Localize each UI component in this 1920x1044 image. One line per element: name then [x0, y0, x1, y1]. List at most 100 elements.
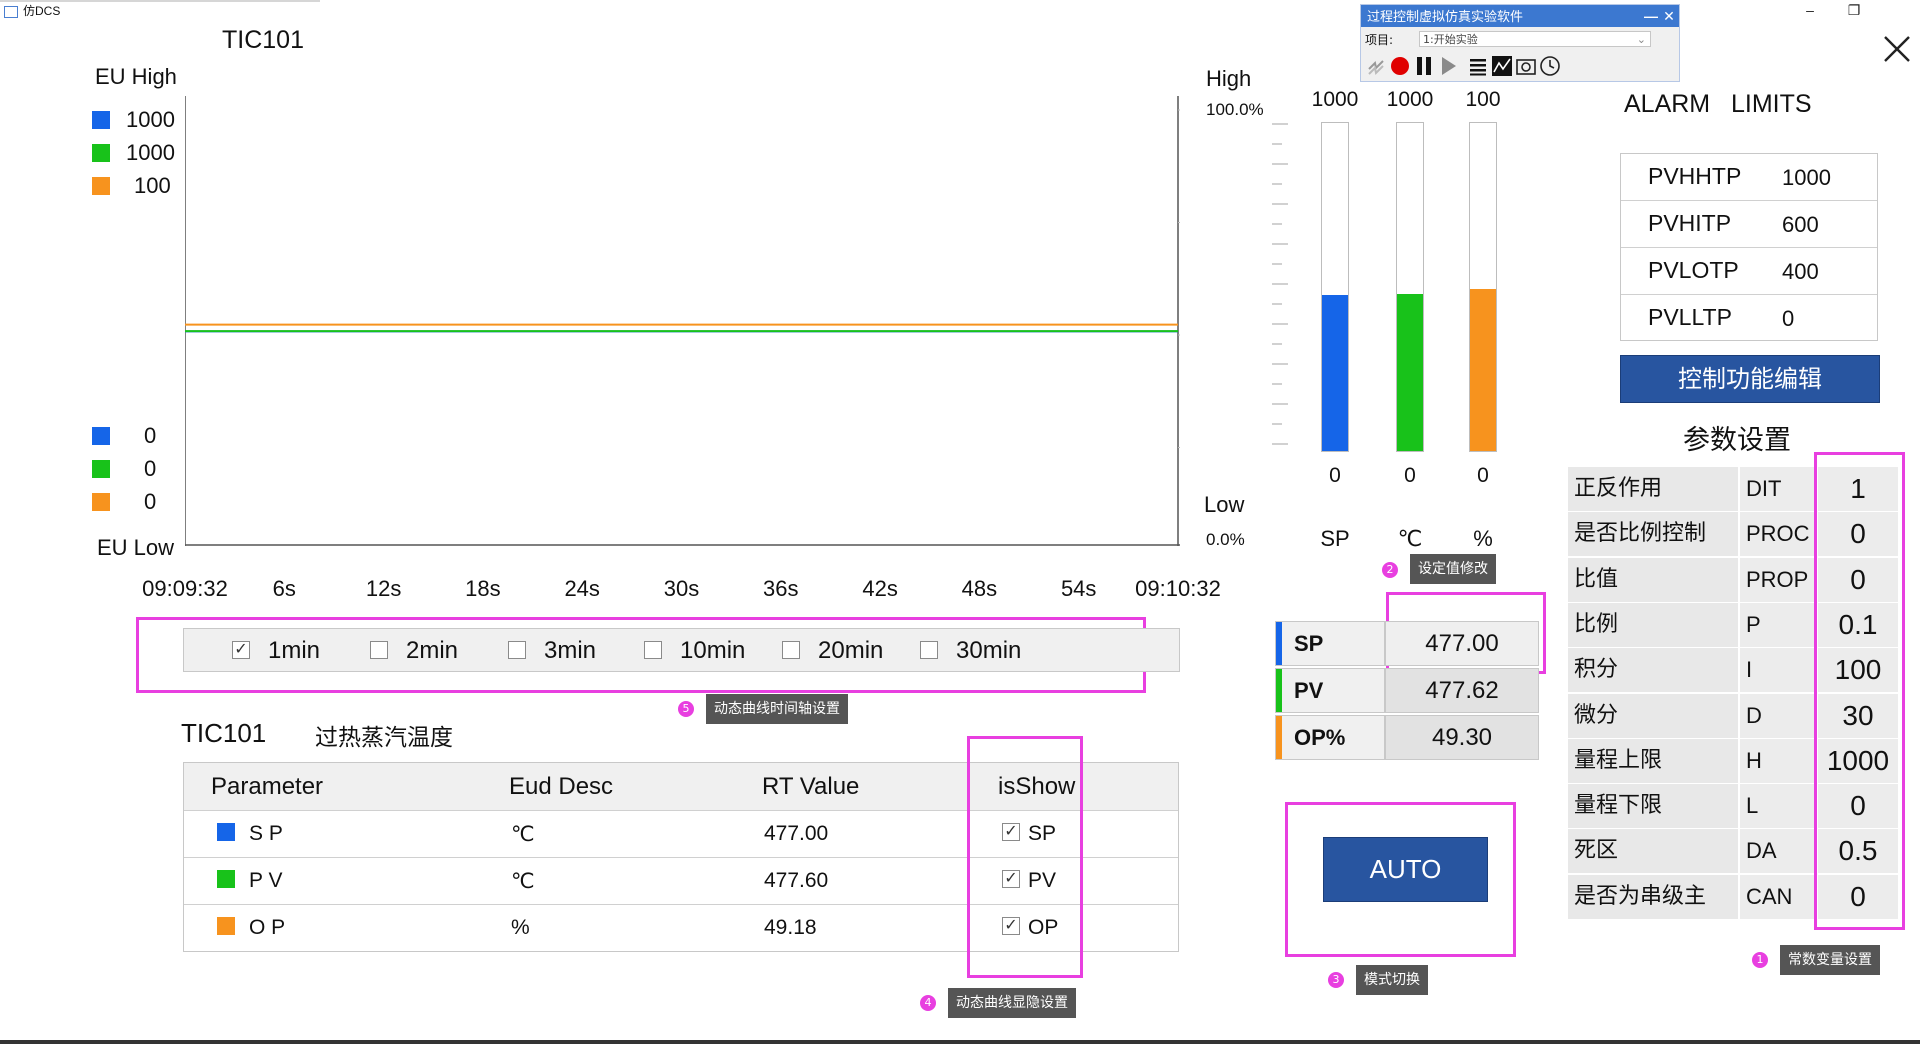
pv-label: PV — [1294, 678, 1324, 703]
checkbox-30min[interactable] — [920, 640, 938, 659]
table-row: O P % 49.18 ✓ OP — [184, 904, 1178, 951]
pv-stripe — [1276, 669, 1282, 712]
param-cn: 比值 — [1568, 557, 1738, 602]
isshow-highlight — [967, 736, 1083, 978]
time-option-label: 1min — [268, 637, 321, 664]
list-icon[interactable] — [1467, 55, 1489, 77]
simulator-close-button[interactable]: ✕ — [1663, 8, 1675, 24]
alarm-row: PVHHTP 1000 — [1621, 154, 1877, 201]
param-value[interactable]: 0 — [1818, 512, 1898, 557]
checkbox-pv[interactable]: ✓ — [1002, 870, 1020, 889]
alarm-value[interactable]: 0 — [1782, 306, 1795, 331]
legend-pv-swatch — [92, 144, 110, 162]
param-cn: 是否为串级主 — [1568, 874, 1738, 919]
pause-icon[interactable] — [1413, 55, 1435, 77]
app-icon — [4, 5, 18, 18]
isshow-label: SP — [1028, 822, 1057, 845]
time-option-10min[interactable]: 10min — [644, 637, 745, 665]
close-icon[interactable] — [1876, 28, 1918, 70]
table-row: S P ℃ 477.00 ✓ SP — [184, 810, 1178, 858]
alarm-value[interactable]: 600 — [1782, 212, 1819, 237]
auto-mode-button[interactable]: AUTO — [1323, 837, 1488, 902]
param-value[interactable]: 30 — [1818, 693, 1898, 738]
clock-icon[interactable] — [1539, 55, 1561, 77]
row-param: S P — [249, 822, 283, 845]
record-icon[interactable] — [1389, 55, 1411, 77]
taskbar-edge — [0, 1040, 1920, 1044]
simulator-minimize-button[interactable]: — — [1644, 8, 1658, 24]
sp-label: SP — [1294, 631, 1324, 656]
param-cn: 是否比例控制 — [1568, 512, 1738, 557]
param-value[interactable]: 0 — [1818, 557, 1898, 602]
callout-2: 设定值修改 — [1410, 554, 1496, 584]
top-stripe — [0, 0, 320, 2]
param-code: L — [1740, 784, 1816, 829]
param-code: DIT — [1740, 467, 1816, 511]
param-row: 正反作用 DIT 1 — [1568, 467, 1898, 513]
lightning-icon[interactable] — [1365, 55, 1387, 77]
checkbox-2min[interactable] — [370, 640, 388, 659]
chart-icon[interactable] — [1491, 55, 1513, 77]
legend-sp-swatch — [92, 111, 110, 129]
sp-box: SP 477.00 — [1275, 621, 1539, 666]
param-row: 死区 DA 0.5 — [1568, 829, 1898, 876]
high-percent: 100.0% — [1206, 100, 1264, 119]
alarm-value[interactable]: 1000 — [1782, 165, 1831, 190]
control-edit-button[interactable]: 控制功能编辑 — [1620, 355, 1880, 403]
trend-chart[interactable] — [185, 96, 1180, 546]
bar-bottom-label: 0 — [1477, 464, 1489, 487]
minimize-button[interactable]: – — [1806, 2, 1814, 18]
x-tick-label: 36s — [763, 576, 799, 601]
param-value[interactable]: 100 — [1818, 648, 1898, 693]
isshow-sp[interactable]: ✓ SP — [1002, 822, 1056, 846]
param-cn: 积分 — [1568, 648, 1738, 693]
checkbox-10min[interactable] — [644, 640, 662, 659]
bar-name-label: ℃ — [1397, 526, 1423, 551]
time-option-20min[interactable]: 20min — [782, 637, 883, 665]
checkbox-20min[interactable] — [782, 640, 800, 659]
time-option-1min[interactable]: ✓ 1min — [232, 637, 320, 665]
checkbox-3min[interactable] — [508, 640, 526, 659]
camera-icon[interactable] — [1515, 55, 1537, 77]
row-value: 49.18 — [764, 916, 817, 939]
param-value[interactable]: 1000 — [1818, 738, 1898, 783]
op-swatch — [217, 917, 235, 935]
checkbox-op[interactable]: ✓ — [1002, 917, 1020, 936]
isshow-pv[interactable]: ✓ PV — [1002, 869, 1056, 893]
sp-swatch — [217, 823, 235, 841]
time-option-3min[interactable]: 3min — [508, 637, 596, 665]
alarm-row: PVHITP 600 — [1621, 201, 1877, 248]
param-value[interactable]: 0.1 — [1818, 602, 1898, 647]
bar-bottom-label: 0 — [1404, 464, 1416, 487]
alarm-limits-table: PVHHTP 1000 PVHITP 600 PVLOTP 400 PVLLTP 0 — [1620, 153, 1878, 341]
param-value[interactable]: 1 — [1818, 467, 1898, 511]
legend-low-pv: 0 — [144, 456, 157, 481]
checkbox-1min[interactable]: ✓ — [232, 640, 250, 659]
checkbox-sp[interactable]: ✓ — [1002, 823, 1020, 842]
isshow-op[interactable]: ✓ OP — [1002, 916, 1058, 940]
sp-value-input[interactable]: 477.00 — [1385, 621, 1539, 666]
time-option-label: 30min — [956, 637, 1022, 664]
row-unit: ℃ — [511, 870, 535, 893]
maximize-button[interactable]: ❐ — [1847, 2, 1861, 18]
time-option-label: 3min — [544, 637, 597, 664]
param-value[interactable]: 0.5 — [1818, 829, 1898, 874]
param-value[interactable]: 0 — [1818, 874, 1898, 919]
alarm-value[interactable]: 400 — [1782, 259, 1819, 284]
time-option-2min[interactable]: 2min — [370, 637, 458, 665]
project-select[interactable]: 1:开始实验 ⌄ — [1419, 31, 1651, 47]
pv-box: PV 477.62 — [1275, 668, 1539, 713]
pv-label-cell: PV — [1275, 668, 1385, 713]
play-icon[interactable] — [1437, 55, 1459, 77]
callout-1-number: 1 — [1752, 952, 1768, 968]
param-value[interactable]: 0 — [1818, 784, 1898, 829]
param-code: DA — [1740, 829, 1816, 874]
legend-pv-swatch-low — [92, 460, 110, 478]
param-cn: 死区 — [1568, 829, 1738, 874]
callout-1: 常数变量设置 — [1780, 945, 1880, 975]
simulator-title: 过程控制虚拟仿真实验软件 — [1367, 10, 1524, 25]
row-value: 477.00 — [764, 822, 829, 845]
time-option-30min[interactable]: 30min — [920, 637, 1021, 665]
table-desc: 过热蒸汽温度 — [315, 725, 453, 751]
table-header-row: Parameter Eud Desc RT Value isShow — [184, 763, 1178, 811]
